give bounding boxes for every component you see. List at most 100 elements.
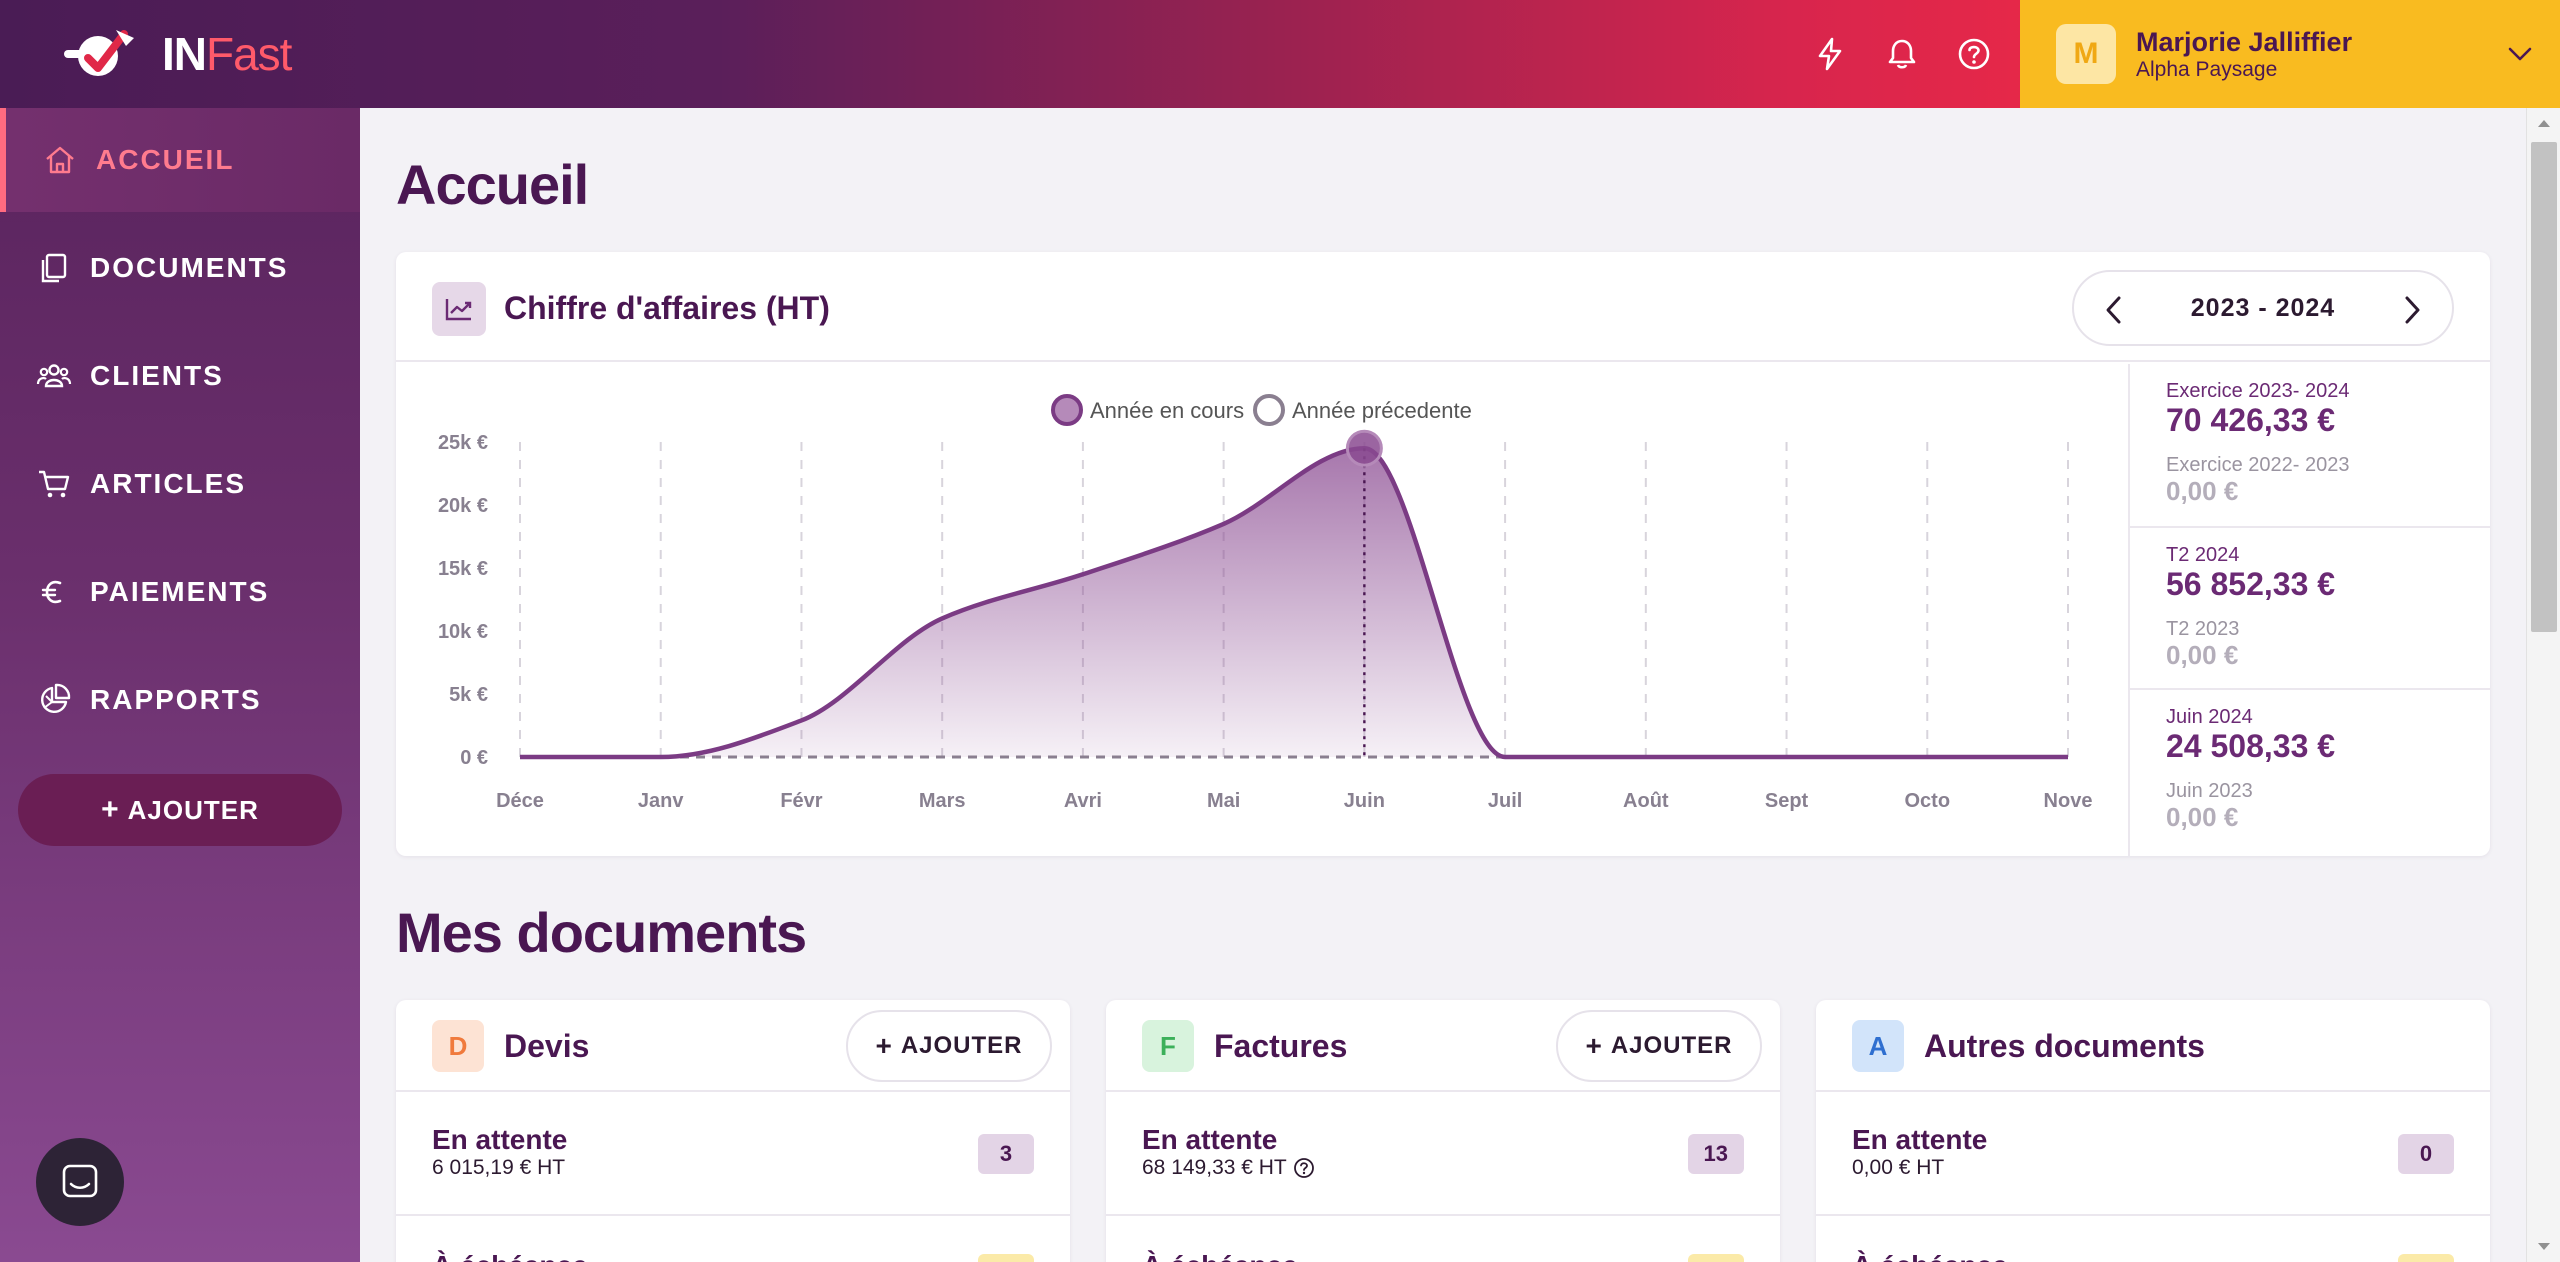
pending-label: En attente <box>1142 1124 1278 1155</box>
x-tick-label: Août <box>1623 790 1669 812</box>
sidebar-item-label: PAIEMENTS <box>90 576 270 607</box>
add-button[interactable]: + AJOUTER <box>18 774 342 846</box>
stat-current-label: T2 2024 <box>2166 544 2240 566</box>
sidebar-item-label: RAPPORTS <box>90 684 262 715</box>
x-tick-label: Févr <box>780 790 822 812</box>
legend-previous-label: Année précedente <box>1292 398 1472 423</box>
x-tick-label: Juil <box>1488 790 1522 812</box>
stat-previous-value: 0,00 € <box>2166 802 2239 832</box>
pending-count-badge: 13 <box>1687 1134 1744 1174</box>
users-icon <box>36 364 72 388</box>
doc-type-badge: D <box>432 1020 484 1072</box>
stat-current-value: 24 508,33 € <box>2166 728 2336 764</box>
revenue-card-header: Chiffre d'affaires (HT) 2023 - 2024 <box>396 252 2490 362</box>
x-tick-label: Avri <box>1064 790 1102 812</box>
pending-amount: 6 015,19 € HT <box>432 1156 566 1179</box>
logo-text: INFast <box>162 27 292 81</box>
doc-row-pending[interactable]: En attente 68 149,33 € HT 13 <box>1106 1092 1780 1216</box>
chat-launcher-button[interactable] <box>36 1138 124 1226</box>
page-scrollbar[interactable] <box>2526 108 2560 1262</box>
home-icon <box>46 146 74 174</box>
info-help-icon[interactable] <box>1293 1157 1315 1179</box>
user-company: Alpha Paysage <box>2136 58 2278 81</box>
main-content: Accueil Chiffre d'affaires (HT) 2023 - 2… <box>360 108 2526 1262</box>
user-menu[interactable]: M Marjorie Jalliffier Alpha Paysage <box>2020 0 2560 108</box>
sidebar-item-clients[interactable]: CLIENTS <box>0 324 360 428</box>
stat-previous-value: 0,00 € <box>2166 640 2239 670</box>
pending-amount-row: 68 149,33 € HT <box>1142 1156 1315 1180</box>
sidebar-item-articles[interactable]: ARTICLES <box>0 432 360 536</box>
sidebar: ACCUEIL DOCUMENTS CLIENTS ARTICLES PAIEM… <box>0 108 360 1262</box>
stat-current-value: 70 426,33 € <box>2166 402 2336 438</box>
x-tick-label: Nove <box>2044 790 2093 812</box>
sidebar-item-label: DOCUMENTS <box>90 252 289 283</box>
pie-chart-icon <box>41 683 71 713</box>
legend-current-swatch[interactable] <box>1051 394 1083 426</box>
stat-previous-label: Exercice 2022- 2023 <box>2166 454 2350 476</box>
stat-exercice: Exercice 2023- 2024 70 426,33 € Exercice… <box>2130 364 2490 526</box>
lightning-icon[interactable] <box>1810 34 1850 74</box>
revenue-card: Chiffre d'affaires (HT) 2023 - 2024 0 € 5… <box>396 252 2490 856</box>
sidebar-item-accueil[interactable]: ACCUEIL <box>0 108 360 212</box>
pending-amount: 68 149,33 € HT <box>1142 1156 1287 1179</box>
documents-card-devis: D Devis + AJOUTER En attente 6 015,19 € H… <box>396 1000 1070 1262</box>
scroll-down-arrow-icon[interactable] <box>2535 1238 2553 1256</box>
highlight-marker-dot[interactable] <box>1345 429 1383 467</box>
due-label: À échéance <box>432 1250 588 1262</box>
doc-card-header: A Autres documents <box>1816 1000 2490 1092</box>
add-facture-button[interactable]: + AJOUTER <box>1556 1010 1762 1082</box>
documents-card-autres: A Autres documents En attente 0,00 € HT … <box>1816 1000 2490 1262</box>
add-button-label: AJOUTER <box>127 794 259 825</box>
logo-text-in: IN <box>162 28 207 80</box>
avatar: M <box>2056 24 2116 84</box>
trend-chart-icon <box>432 282 486 336</box>
chevron-down-icon[interactable] <box>2504 38 2536 70</box>
sidebar-item-documents[interactable]: DOCUMENTS <box>0 216 360 320</box>
legend-previous-swatch[interactable] <box>1253 394 1285 426</box>
pending-amount-row: 6 015,19 € HT <box>432 1156 565 1180</box>
doc-type-badge: A <box>1852 1020 1904 1072</box>
stat-mois: Juin 2024 24 508,33 € Juin 2023 0,00 € <box>2130 688 2490 850</box>
cart-icon <box>39 470 70 498</box>
doc-card-header: F Factures + AJOUTER <box>1106 1000 1780 1092</box>
x-tick-label: Mars <box>919 790 966 812</box>
y-tick-label: 20k € <box>438 495 488 517</box>
doc-card-title: Factures <box>1214 1028 1348 1064</box>
help-icon[interactable] <box>1954 34 1994 74</box>
documents-card-factures: F Factures + AJOUTER En attente 68 149,33… <box>1106 1000 1780 1262</box>
current-year-area <box>520 448 2068 757</box>
sidebar-item-rapports[interactable]: RAPPORTS <box>0 648 360 752</box>
documents-icon <box>41 253 67 283</box>
current-year-line <box>520 445 2068 760</box>
add-devis-button[interactable]: + AJOUTER <box>846 1010 1052 1082</box>
y-tick-label: 25k € <box>438 432 488 454</box>
doc-row-pending[interactable]: En attente 6 015,19 € HT 3 <box>396 1092 1070 1216</box>
due-label: À échéance <box>1142 1250 1298 1262</box>
chat-icon <box>62 1164 98 1198</box>
doc-type-badge: F <box>1142 1020 1194 1072</box>
bell-icon[interactable] <box>1882 34 1922 74</box>
x-tick-label: Juin <box>1344 790 1385 812</box>
legend-current-label: Année en cours <box>1090 398 1244 423</box>
chevron-right-icon[interactable] <box>2392 290 2432 330</box>
scrollbar-thumb[interactable] <box>2531 142 2557 632</box>
due-count-badge <box>1688 1254 1744 1262</box>
y-tick-label: 15k € <box>438 558 488 580</box>
top-bar: INFast M Marjorie Jalliffier Alpha Paysa… <box>0 0 2560 108</box>
documents-section-title: Mes documents <box>396 901 807 964</box>
y-tick-label: 5k € <box>449 684 488 706</box>
scroll-up-arrow-icon[interactable] <box>2535 114 2553 132</box>
stat-previous-label: Juin 2023 <box>2166 780 2253 802</box>
user-name: Marjorie Jalliffier <box>2136 27 2353 57</box>
revenue-chart: 0 € 5k € 10k € 15k € 20k € 25k € Déce Janv Févr… <box>396 364 2128 856</box>
revenue-chart-svg: 0 € 5k € 10k € 15k € 20k € 25k € Déce Janv Févr… <box>438 394 2093 812</box>
pending-label: En attente <box>1852 1124 1988 1155</box>
app-logo[interactable]: INFast <box>62 24 292 84</box>
pending-amount-row: 0,00 € HT <box>1852 1156 1944 1180</box>
year-range-label: 2023 - 2024 <box>2190 294 2336 322</box>
x-tick-label: Janv <box>638 790 684 812</box>
sidebar-item-paiements[interactable]: PAIEMENTS <box>0 540 360 644</box>
chevron-left-icon[interactable] <box>2094 290 2134 330</box>
plus-icon: + <box>875 1030 893 1061</box>
doc-row-pending[interactable]: En attente 0,00 € HT 0 <box>1816 1092 2490 1216</box>
